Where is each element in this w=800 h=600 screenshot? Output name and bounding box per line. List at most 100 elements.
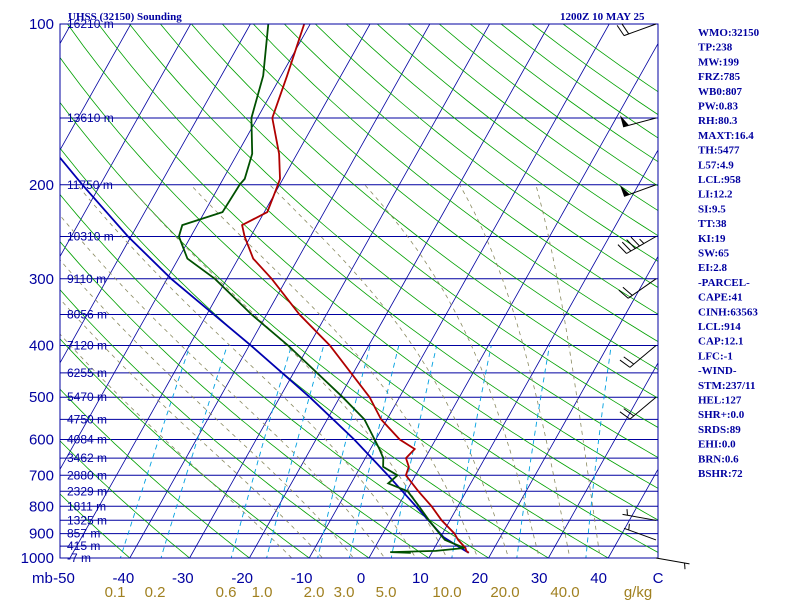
dry-adiabat-line — [60, 147, 550, 558]
dry-adiabat-line — [60, 240, 430, 558]
dry-adiabat-line — [60, 388, 251, 558]
index-line: EHI:0.0 — [698, 439, 736, 451]
index-line: SHR+:0.0 — [698, 409, 745, 421]
pressure-axis-labels: 100 200 300 400 500 600 700 800 900 1000 — [21, 16, 54, 567]
wind-barb-staff — [623, 23, 657, 37]
dewpoint-trace — [177, 24, 465, 554]
height-label: 1811 m — [67, 499, 106, 513]
wind-barb-staff — [629, 345, 657, 368]
moist-adiabat-line — [459, 184, 571, 558]
pressure-unit-label: mb — [32, 570, 53, 587]
dry-adiabat-line — [253, 24, 658, 343]
temperature-tick-label: -40 — [113, 570, 135, 587]
index-line: STM:237/11 — [698, 380, 755, 392]
height-label: 7120 m — [67, 339, 107, 353]
observation-time: 1200Z 10 MAY 25 — [560, 11, 645, 23]
index-line: LFC:-1 — [698, 350, 733, 362]
mixing-ratio-label: 2.0 — [304, 584, 325, 600]
height-label: 1325 m — [67, 513, 107, 527]
mixing-ratio-label: 1.0 — [252, 584, 273, 600]
pressure-tick-label: 400 — [29, 338, 54, 355]
moist-adiabat-line — [269, 184, 510, 558]
height-label: 8056 m — [67, 308, 107, 322]
index-line: RH:80.3 — [698, 115, 738, 127]
isotherm-line — [60, 24, 251, 364]
index-line: -WIND- — [698, 365, 737, 377]
index-line: SRDS:89 — [698, 424, 741, 436]
dry-adiabat-line — [60, 193, 490, 558]
dry-adiabat-line — [315, 24, 658, 288]
wind-barbs — [616, 23, 690, 570]
pressure-tick-label: 700 — [29, 467, 54, 484]
index-line: CAPE:41 — [698, 292, 743, 304]
dry-adiabat-line — [60, 493, 131, 558]
mixing-ratio-line — [160, 345, 228, 558]
dry-adiabat-line — [98, 24, 658, 489]
dry-adiabat-line — [222, 24, 658, 371]
wind-barb-flag — [622, 286, 633, 296]
mixing-ratio-label: 3.0 — [334, 584, 355, 600]
index-line: PW:0.83 — [698, 101, 739, 113]
wind-barb-flag — [621, 23, 630, 35]
dry-adiabat-line — [438, 24, 658, 187]
mixing-ratio-line — [266, 345, 325, 558]
isotherm-line — [189, 24, 490, 558]
wind-barb-flag — [626, 239, 636, 249]
dry-adiabat-line — [60, 440, 191, 558]
height-label: 4084 m — [67, 433, 107, 447]
temperature-axis-labels: mb -50 -40 -30 -20 -10 0 10 20 30 40 C — [32, 570, 664, 587]
mixing-ratio-line — [390, 345, 438, 558]
pressure-tick-label: 900 — [29, 526, 54, 543]
isotherm-line — [249, 24, 550, 558]
dry-adiabat-line — [129, 24, 658, 458]
height-label: 9110 m — [67, 272, 106, 286]
mixing-ratio-line — [119, 345, 191, 558]
isotherm-line — [428, 149, 658, 558]
temperature-tick-label: -20 — [231, 570, 253, 587]
index-line: TP:238 — [698, 42, 733, 54]
index-line: HEL:127 — [698, 395, 742, 407]
wind-barb-staff — [655, 557, 690, 565]
temperature-tick-label: -10 — [291, 570, 313, 587]
height-label: 11750 m — [67, 178, 113, 192]
index-line: CAP:12.1 — [698, 336, 744, 348]
isotherm-line — [60, 24, 132, 151]
dry-adiabat-line — [500, 24, 658, 139]
index-line: FRZ:785 — [698, 71, 741, 83]
isotherm-line — [548, 362, 658, 558]
dry-adiabat-line — [284, 24, 658, 315]
height-label: 4750 m — [67, 412, 107, 426]
dry-adiabat-line — [60, 101, 610, 558]
height-label: 6255 m — [67, 366, 107, 380]
pressure-tick-label: 800 — [29, 498, 54, 515]
dry-adiabat-line — [67, 24, 658, 521]
wind-barb-staff — [627, 278, 657, 299]
mixing-ratio-label: 0.6 — [216, 584, 237, 600]
pressure-tick-label: 200 — [29, 177, 54, 194]
stability-indices: WMO:32150 TP:238 MW:199 FRZ:785 WB0:807 PW:0.… — [698, 27, 760, 480]
isotherm-line — [0, 24, 11, 558]
pressure-tick-label: 600 — [29, 432, 54, 449]
wind-barb — [616, 23, 657, 37]
isotherm-line — [129, 24, 431, 558]
index-line: KI:19 — [698, 233, 726, 245]
wind-barb-flag — [616, 25, 625, 36]
pressure-tick-label: 1000 — [21, 550, 54, 567]
height-label: 2880 m — [67, 468, 107, 482]
temperature-tick-label: 40 — [590, 570, 607, 587]
index-line: CINH:63563 — [698, 306, 758, 318]
dry-adiabat-line — [60, 56, 658, 553]
index-line: BRN:0.6 — [698, 453, 739, 465]
temperature-tick-label: -50 — [53, 570, 75, 587]
wind-barb-staff — [626, 236, 657, 254]
temperature-tick-label: C — [653, 570, 664, 587]
index-line: TH:5477 — [698, 145, 740, 157]
height-label: 10310 m — [67, 229, 114, 243]
isotherm-line — [60, 24, 191, 258]
wind-barb-half-flag — [639, 238, 645, 244]
moist-adiabat-line — [60, 214, 386, 558]
temperature-tick-label: 20 — [471, 570, 488, 587]
wind-barb-flag — [619, 359, 631, 368]
moist-adiabat-line — [127, 184, 448, 558]
